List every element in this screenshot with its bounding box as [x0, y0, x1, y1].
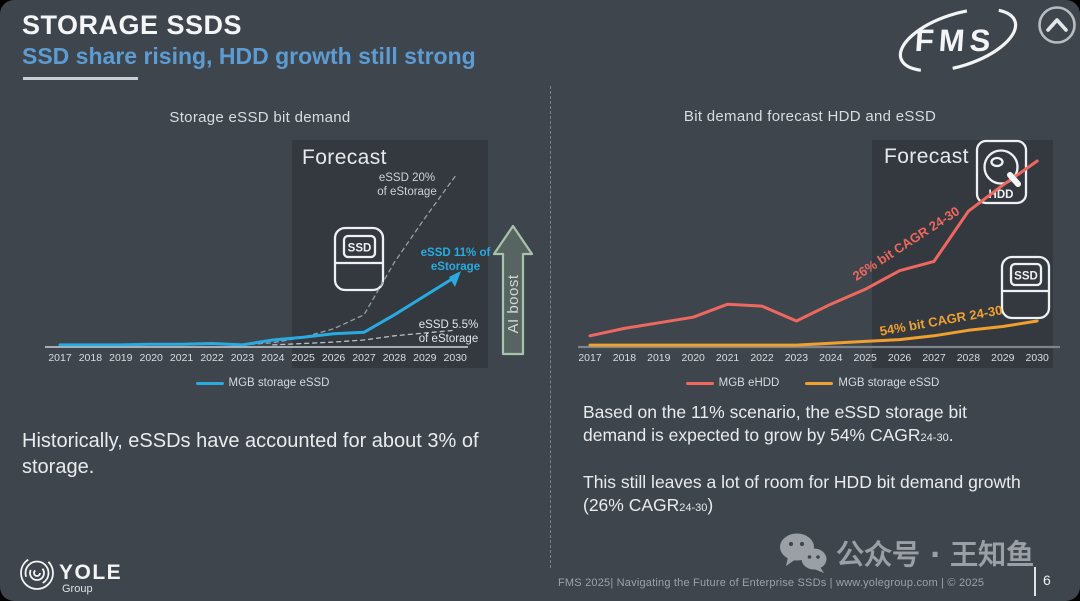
legend-item: MGB eHDD: [685, 377, 780, 389]
svg-text:SSD: SSD: [348, 243, 372, 255]
year-label: 2021: [170, 352, 194, 364]
left-commentary: Historically, eSSDs have accounted for a…: [22, 430, 479, 479]
right-commentary-p2: This still leaves a lot of room for HDD …: [583, 471, 1021, 516]
year-label: 2028: [957, 352, 981, 364]
year-label: 2030: [444, 352, 468, 364]
left-year-labels: 2017 2018 2019 2020 2021 2022 2023 2024 2025 2026…: [48, 352, 467, 364]
watermark-text: 公众号 · 王知鱼: [836, 538, 1035, 571]
right-commentary-p1: Based on the 11% scenario, the eSSD stor…: [583, 402, 967, 446]
legend-item: MGB storage eSSD: [195, 377, 330, 389]
fms-logo: FMS: [898, 7, 1018, 73]
svg-text:SSD: SSD: [1014, 271, 1038, 283]
year-label: 2017: [48, 352, 72, 364]
left-chart-legend: MGB storage eSSD: [40, 377, 485, 389]
year-label: 2023: [785, 352, 809, 364]
ai-boost-label: AI boost: [505, 274, 522, 333]
watermark: 公众号 · 王知鱼: [778, 532, 1034, 574]
scroll-top-button[interactable]: [1036, 4, 1078, 46]
essd-line-arrowhead: [449, 271, 461, 287]
year-label: 2025: [854, 352, 878, 364]
year-label: 2021: [716, 352, 740, 364]
year-label: 2024: [261, 352, 285, 364]
year-label: 2025: [292, 352, 316, 364]
fms-logo-text: FMS: [914, 23, 997, 58]
yole-group-logo: YOLE Group: [20, 556, 122, 595]
year-label: 2030: [1026, 352, 1050, 364]
year-label: 2023: [231, 352, 255, 364]
panel-divider: [550, 86, 551, 568]
year-label: 2029: [991, 352, 1015, 364]
annotation-essd-55pct: eSSD 5.5% of eStorage: [418, 319, 479, 345]
year-label: 2019: [647, 352, 671, 364]
year-label: 2022: [200, 352, 224, 364]
year-label: 2028: [383, 352, 407, 364]
right-chart-title: Bit demand forecast HDD and eSSD: [683, 108, 937, 125]
legend-swatch-ehdd: [685, 381, 714, 385]
year-label: 2024: [819, 352, 843, 364]
year-label: 2019: [109, 352, 133, 364]
legend-label: MGB storage eSSD: [228, 377, 330, 389]
left-chart-title: Storage eSSD bit demand: [169, 109, 351, 126]
year-label: 2020: [140, 352, 164, 364]
page-title: STORAGE SSDS: [22, 10, 243, 40]
scenario-20-line: [241, 175, 456, 346]
year-label: 2020: [682, 352, 706, 364]
year-label: 2027: [352, 352, 376, 364]
page-number-separator: [1034, 567, 1036, 596]
legend-label: MGB storage eSSD: [838, 377, 940, 389]
year-label: 2027: [922, 352, 946, 364]
year-label: 2026: [322, 352, 346, 364]
right-forecast-label: Forecast: [884, 145, 969, 168]
hdd-icon: HDD: [975, 139, 1028, 205]
ai-boost-arrow: AI boost: [492, 224, 534, 356]
fms-logo-swoosh: [898, 7, 1018, 73]
year-label: 2029: [413, 352, 437, 364]
subtitle-underline: [23, 77, 138, 80]
legend-swatch-essd: [195, 381, 224, 385]
footer-citation: FMS 2025| Navigating the Future of Enter…: [558, 577, 985, 589]
chevron-circle: [1038, 6, 1076, 44]
ai-boost-arrow-shape: [492, 224, 534, 356]
hdd-actuator-arm: [1007, 172, 1021, 187]
ssd-icon-left: SSD: [333, 226, 385, 292]
annotation-essd-20pct: eSSD 20% of eStorage: [377, 172, 437, 198]
essd-storage-demand-line: [588, 319, 1039, 347]
ssd-icon-right: SSD: [1000, 255, 1051, 320]
right-commentary: Based on the 11% scenario, the eSSD stor…: [583, 401, 1025, 541]
yole-logo-subtext: Group: [62, 583, 93, 595]
left-forecast-label: Forecast: [302, 146, 387, 169]
legend-item: MGB storage eSSD: [805, 377, 939, 389]
legend-label: MGB eHDD: [718, 377, 780, 389]
legend-swatch-essd-storage: [805, 381, 834, 385]
wechat-icon: [780, 533, 827, 573]
year-label: 2018: [79, 352, 103, 364]
essd-demand-line: [58, 275, 457, 347]
scenario-55-line: [272, 329, 456, 346]
ehdd-demand-line: [588, 159, 1039, 338]
left-forecast-box: [292, 140, 488, 368]
chevron-up-icon: [1046, 18, 1068, 32]
year-label: 2026: [888, 352, 912, 364]
year-label: 2017: [578, 352, 602, 364]
yole-spiral-icon: [20, 556, 54, 590]
yole-logo-text: YOLE: [59, 561, 122, 584]
page-subtitle: SSD share rising, HDD growth still stron…: [22, 43, 476, 69]
right-chart-legend: MGB eHDD MGB storage eSSD: [580, 377, 1045, 389]
page-number: 6: [1043, 572, 1051, 588]
year-label: 2018: [613, 352, 637, 364]
right-year-labels: 2017 2018 2019 2020 2021 2022 2023 2024 2025 2026…: [578, 352, 1049, 364]
annotation-essd-11pct: eSSD 11% of eStorage: [420, 247, 491, 273]
year-label: 2022: [750, 352, 774, 364]
